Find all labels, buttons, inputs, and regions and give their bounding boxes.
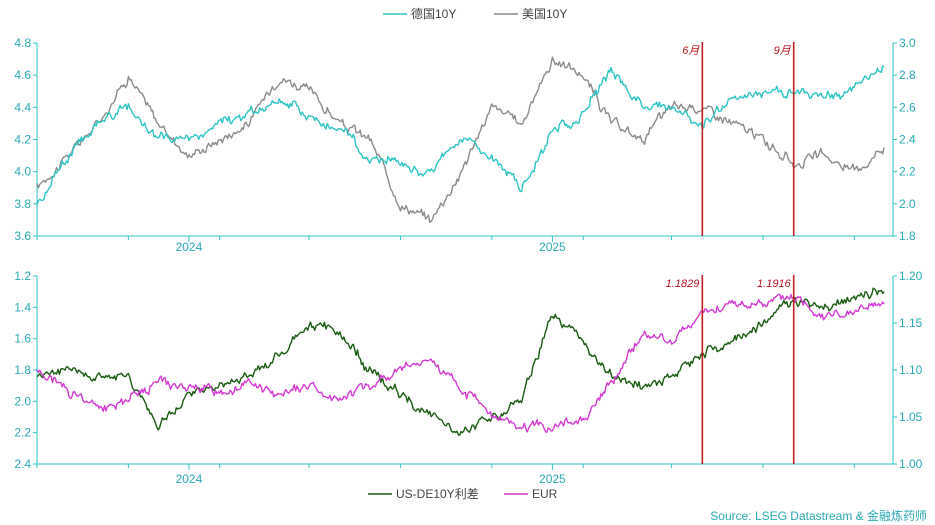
marker-label: 1.1916 (757, 278, 792, 290)
right-tick-label: 1.05 (899, 410, 923, 424)
right-tick-label: 1.8 (899, 229, 916, 243)
marker-label: 6月 (682, 45, 700, 57)
left-tick-label: 1.2 (14, 269, 31, 283)
right-tick-label: 1.15 (899, 316, 923, 330)
right-tick-label: 2.0 (899, 197, 916, 211)
left-tick-label: 4.6 (14, 68, 31, 82)
right-tick-label: 2.2 (899, 165, 916, 179)
right-tick-label: 2.4 (899, 133, 916, 147)
series-line-1-2 (36, 65, 885, 206)
right-tick-label: 2.6 (899, 100, 916, 114)
x-tick-label: 2024 (176, 240, 203, 254)
left-tick-label: 2.0 (14, 394, 31, 408)
marker-label: 9月 (774, 45, 792, 57)
left-tick-label: 2.4 (14, 457, 31, 471)
right-tick-label: 2.8 (899, 68, 916, 82)
left-tick-label: 1.4 (14, 300, 31, 314)
legend-label: 德国10Y (411, 6, 456, 21)
series-line-2-2 (36, 293, 885, 434)
left-tick-label: 1.8 (14, 363, 31, 377)
x-tick-label: 2024 (176, 472, 203, 486)
left-tick-label: 3.8 (14, 197, 31, 211)
left-tick-label: 4.0 (14, 165, 31, 179)
marker-label: 1.1829 (666, 278, 700, 290)
chart-panel-2 (33, 275, 897, 495)
x-tick-label: 2025 (539, 240, 566, 254)
x-tick-label: 2025 (539, 472, 566, 486)
right-tick-label: 1.20 (899, 269, 923, 283)
right-tick-label: 3.0 (899, 36, 916, 50)
left-tick-label: 1.6 (14, 332, 31, 346)
left-tick-label: 4.4 (14, 100, 31, 114)
chart-panel-1 (33, 13, 897, 242)
left-tick-label: 4.2 (14, 133, 31, 147)
series-line-2-1 (36, 287, 885, 436)
legend-label: US-DE10Y利差 (396, 487, 479, 501)
left-tick-label: 2.2 (14, 426, 31, 440)
left-tick-label: 3.6 (14, 229, 31, 243)
series-line-1-1 (36, 56, 885, 223)
legend-label: 美国10Y (522, 7, 567, 21)
source-note: Source: LSEG Datastream & 金融炼药师 (710, 508, 927, 523)
right-tick-label: 1.00 (899, 457, 923, 471)
legend-label: EUR (532, 487, 558, 501)
left-tick-label: 4.8 (14, 36, 31, 50)
right-tick-label: 1.10 (899, 363, 923, 377)
